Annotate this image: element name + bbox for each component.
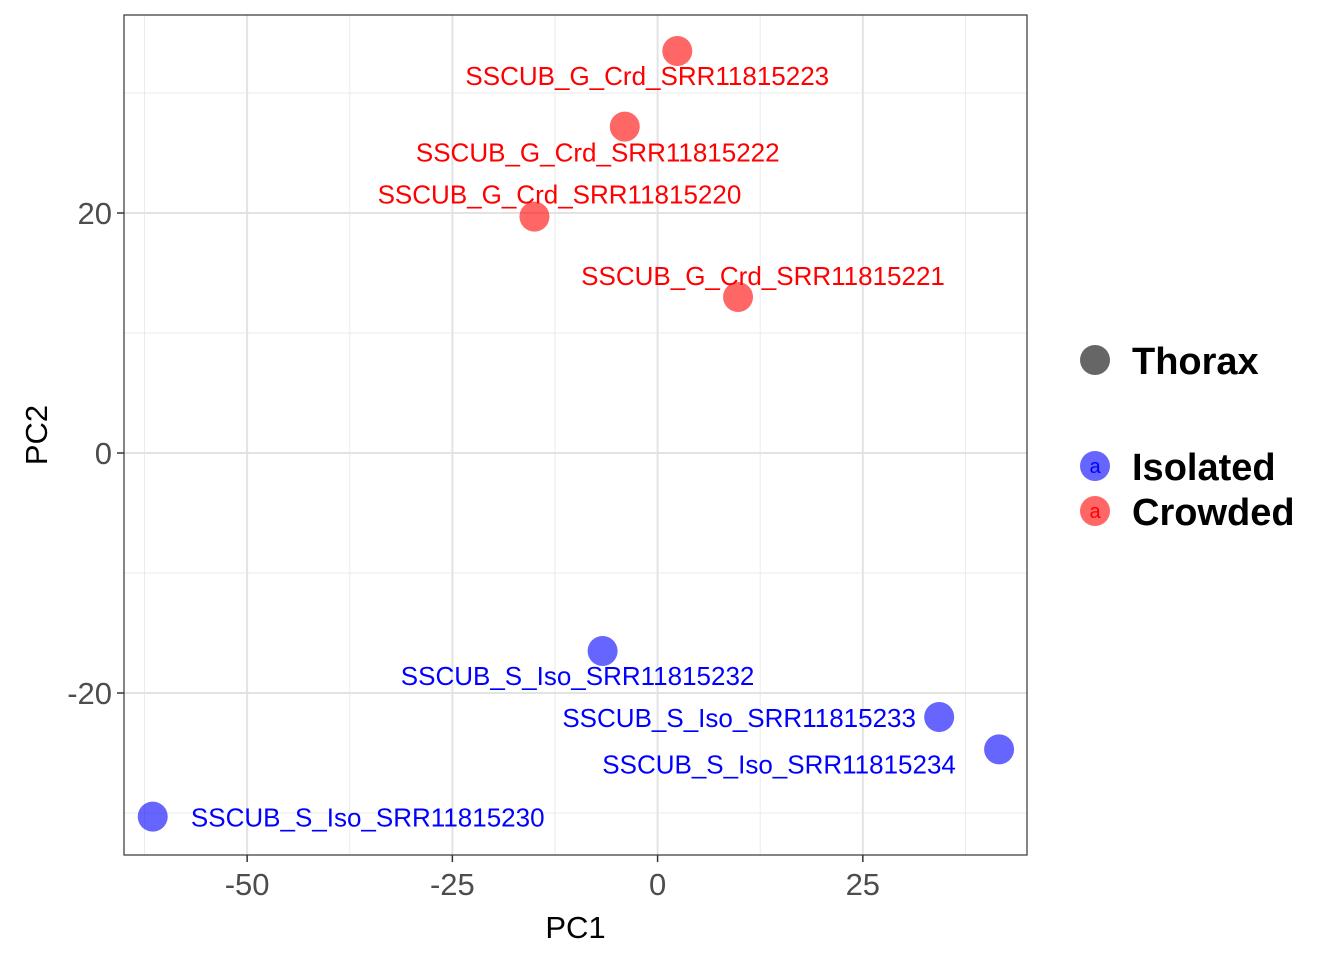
legend-label: Crowded (1132, 492, 1295, 534)
x-tick-label: 0 (649, 867, 666, 902)
y-axis-title: PC2 (19, 405, 54, 465)
data-point (587, 636, 618, 666)
panel-background (124, 15, 1027, 855)
point-label: SSCUB_G_Crd_SRR11815221 (581, 261, 945, 291)
x-axis-title: PC1 (545, 910, 605, 945)
data-point (723, 282, 754, 312)
x-tick-label: -50 (225, 867, 270, 902)
legend-shape-key (1080, 345, 1110, 375)
data-point (519, 201, 550, 232)
data-point (609, 111, 640, 142)
major-gridlines (124, 15, 1027, 855)
y-axis: -20 0 20 (67, 196, 124, 711)
y-tick-label: -20 (67, 676, 112, 711)
point-label: SSCUB_G_Crd_SRR11815220 (378, 180, 742, 210)
x-axis: -50 -25 0 25 (225, 855, 880, 902)
legend-key-text: a (1089, 501, 1101, 523)
x-tick-label: -25 (430, 867, 475, 902)
y-tick-label: 0 (95, 436, 112, 471)
data-point (662, 36, 693, 66)
point-label: SSCUB_G_Crd_SRR11815222 (416, 138, 780, 168)
legend-label: Isolated (1132, 447, 1276, 489)
data-point (924, 702, 955, 732)
point-label: SSCUB_S_Iso_SRR11815230 (191, 803, 545, 833)
legend-color-key (1080, 496, 1110, 526)
panel-border (123, 14, 1028, 856)
plot-panel: SSCUB_S_Iso_SRR11815230 SSCUB_S_Iso_SRR11… (123, 14, 1028, 856)
point-label: SSCUB_S_Iso_SRR11815232 (401, 661, 755, 691)
data-point (137, 801, 168, 832)
legend: Thorax a Isolated a Crowded (1080, 341, 1295, 534)
legend-label: Thorax (1132, 341, 1259, 383)
data-point (984, 734, 1015, 765)
legend-color-key (1080, 451, 1110, 481)
point-labels: SSCUB_S_Iso_SRR11815230 SSCUB_S_Iso_SRR11… (191, 61, 956, 833)
point-label: SSCUB_S_Iso_SRR11815234 (602, 749, 956, 779)
point-label: SSCUB_S_Iso_SRR11815233 (562, 703, 916, 733)
minor-gridlines (124, 15, 1027, 855)
point-label: SSCUB_G_Crd_SRR11815223 (465, 61, 829, 91)
y-tick-label: 20 (78, 196, 112, 231)
x-tick-label: 25 (846, 867, 880, 902)
data-points (137, 36, 1015, 832)
legend-key-text: a (1089, 456, 1101, 478)
